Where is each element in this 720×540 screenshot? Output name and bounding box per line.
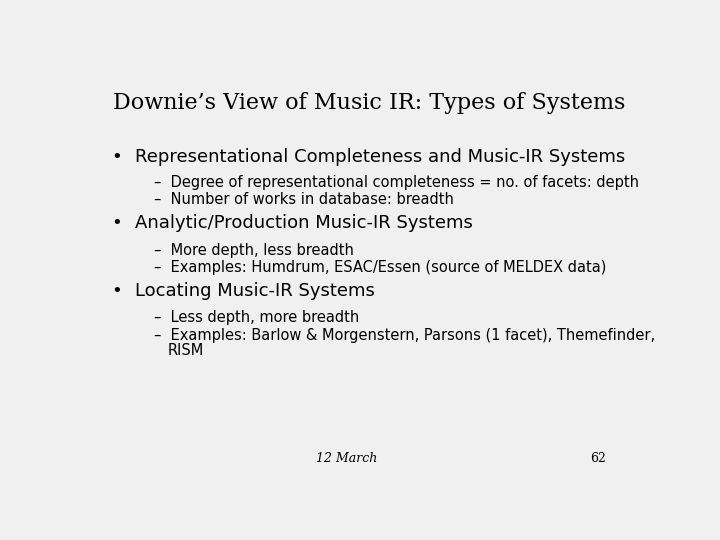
Text: –  Examples: Humdrum, ESAC/Essen (source of MELDEX data): – Examples: Humdrum, ESAC/Essen (source … [154,260,606,275]
Text: –  Number of works in database: breadth: – Number of works in database: breadth [154,192,454,207]
Text: RISM: RISM [168,343,204,359]
Text: •: • [111,282,122,300]
Text: –  Degree of representational completeness = no. of facets: depth: – Degree of representational completenes… [154,175,639,190]
Text: Analytic/Production Music-IR Systems: Analytic/Production Music-IR Systems [135,214,472,233]
Text: Representational Completeness and Music-IR Systems: Representational Completeness and Music-… [135,148,625,166]
Text: •: • [111,148,122,166]
Text: Downie’s View of Music IR: Types of Systems: Downie’s View of Music IR: Types of Syst… [113,92,625,114]
Text: 12 March: 12 March [316,452,377,465]
Text: 62: 62 [590,452,606,465]
Text: –  Less depth, more breadth: – Less depth, more breadth [154,310,359,325]
Text: –  More depth, less breadth: – More depth, less breadth [154,243,354,258]
Text: •: • [111,214,122,233]
Text: Locating Music-IR Systems: Locating Music-IR Systems [135,282,374,300]
Text: –  Examples: Barlow & Morgenstern, Parsons (1 facet), Themefinder,: – Examples: Barlow & Morgenstern, Parson… [154,328,655,342]
